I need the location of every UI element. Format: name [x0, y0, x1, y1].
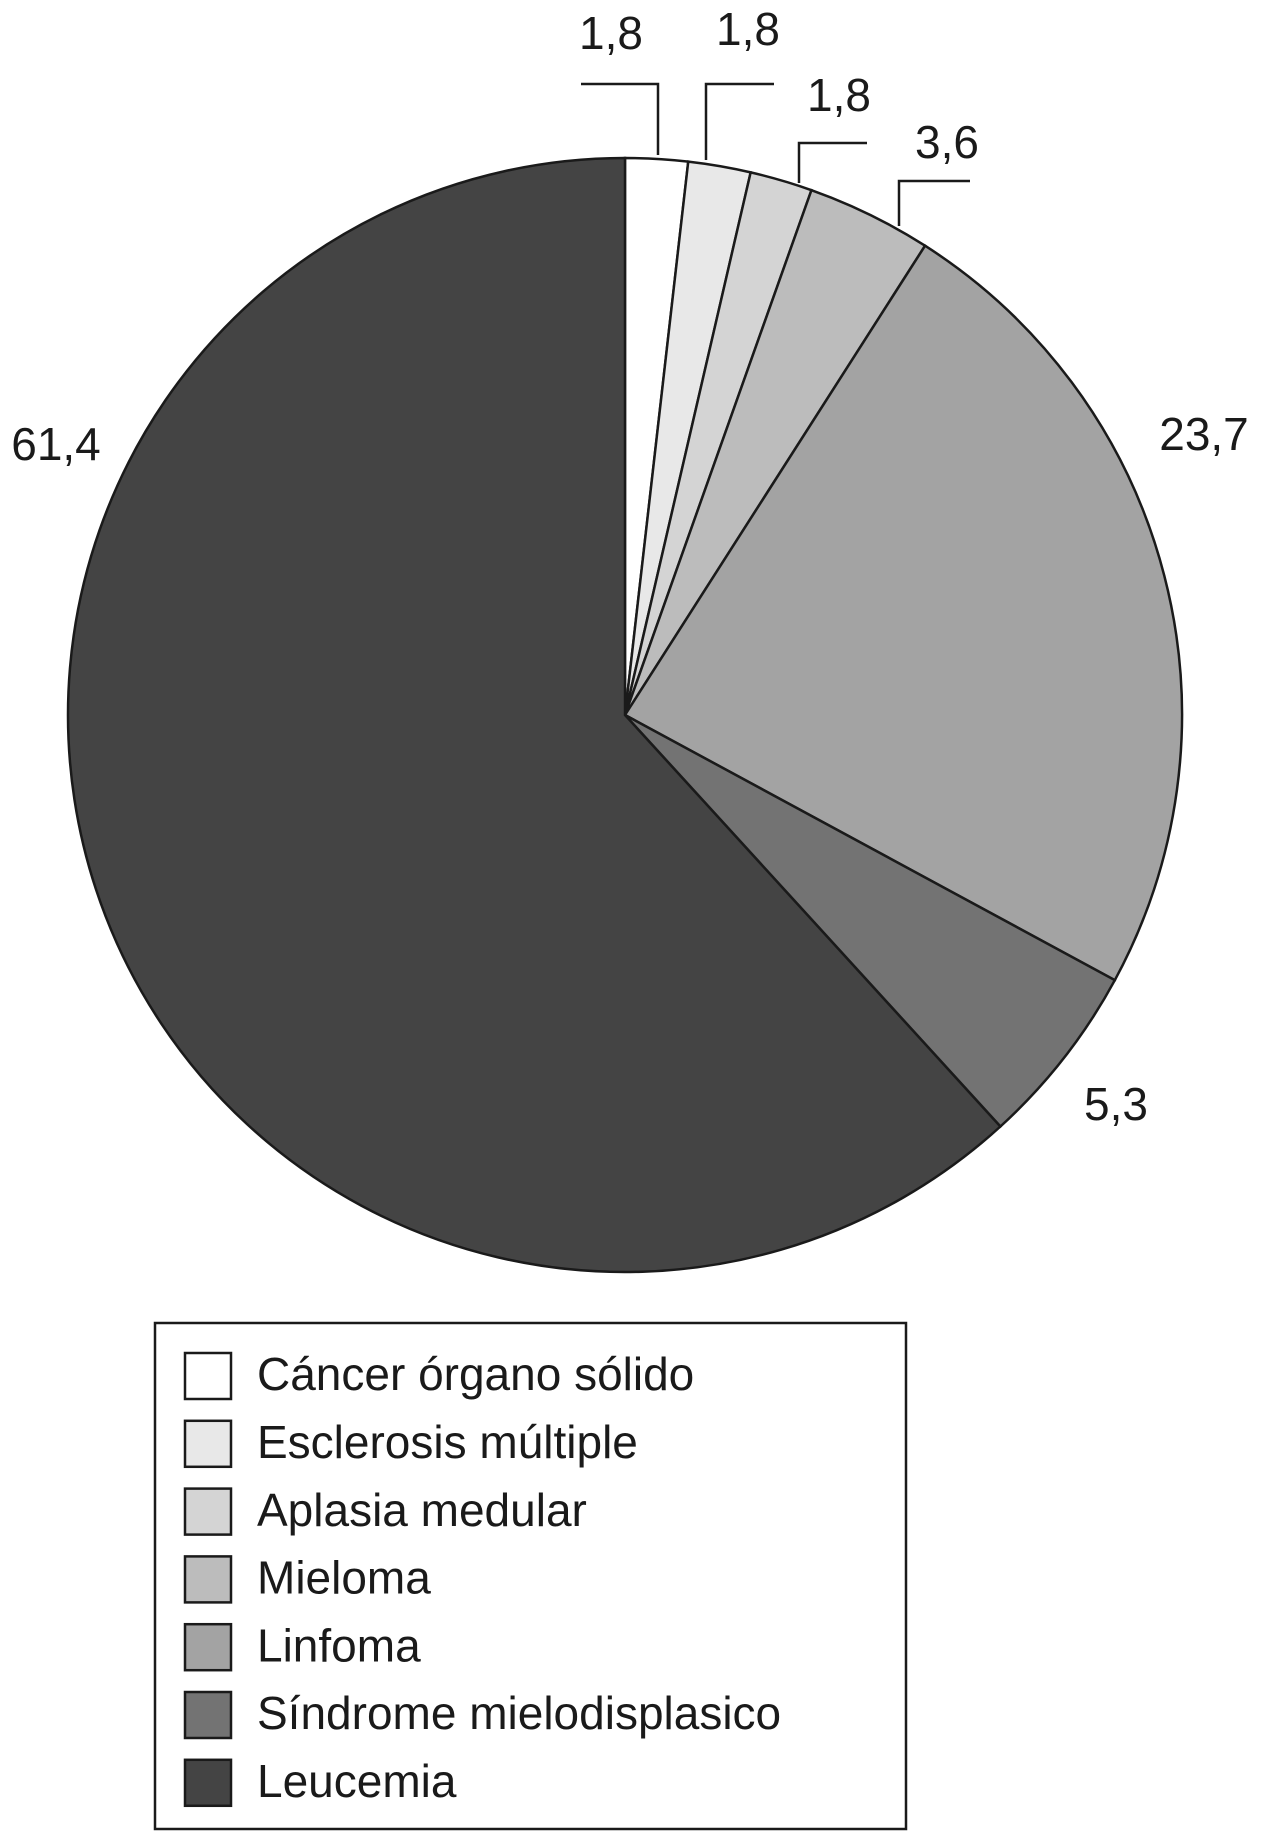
- pie-slice: [623, 244, 1184, 982]
- legend-label: Cáncer órgano sólido: [257, 1348, 694, 1400]
- leader-line: [797, 141, 867, 183]
- legend-label: Esclerosis múltiple: [257, 1416, 638, 1468]
- legend-label: Leucemia: [257, 1755, 457, 1807]
- pie-slice: [624, 713, 1117, 1129]
- data-label: 23,7: [1159, 408, 1249, 460]
- legend-swatch: [183, 1690, 233, 1740]
- leader-line: [704, 82, 774, 160]
- legend-box: [153, 1321, 908, 1831]
- legend-swatch: [183, 1351, 233, 1401]
- data-label: 1,8: [579, 7, 643, 59]
- leader-line: [581, 82, 660, 155]
- legend-swatch: [183, 1622, 233, 1672]
- legend-label: Mieloma: [257, 1552, 431, 1604]
- data-label: 5,3: [1084, 1078, 1148, 1130]
- leader-line: [897, 179, 970, 226]
- data-label: 1,8: [807, 69, 871, 121]
- legend-swatch: [183, 1555, 233, 1604]
- legend-swatch: [183, 1487, 233, 1536]
- data-label: 1,8: [716, 3, 780, 55]
- legend-swatch: [183, 1419, 233, 1469]
- legend-label: Linfoma: [257, 1619, 421, 1671]
- pie-slice: [66, 156, 1003, 1274]
- legend-label: Síndrome mielodisplasico: [257, 1687, 781, 1739]
- legend-label: Aplasia medular: [257, 1484, 587, 1536]
- legend-swatch: [183, 1758, 233, 1808]
- data-label: 3,6: [915, 116, 979, 168]
- data-label: 61,4: [11, 418, 101, 470]
